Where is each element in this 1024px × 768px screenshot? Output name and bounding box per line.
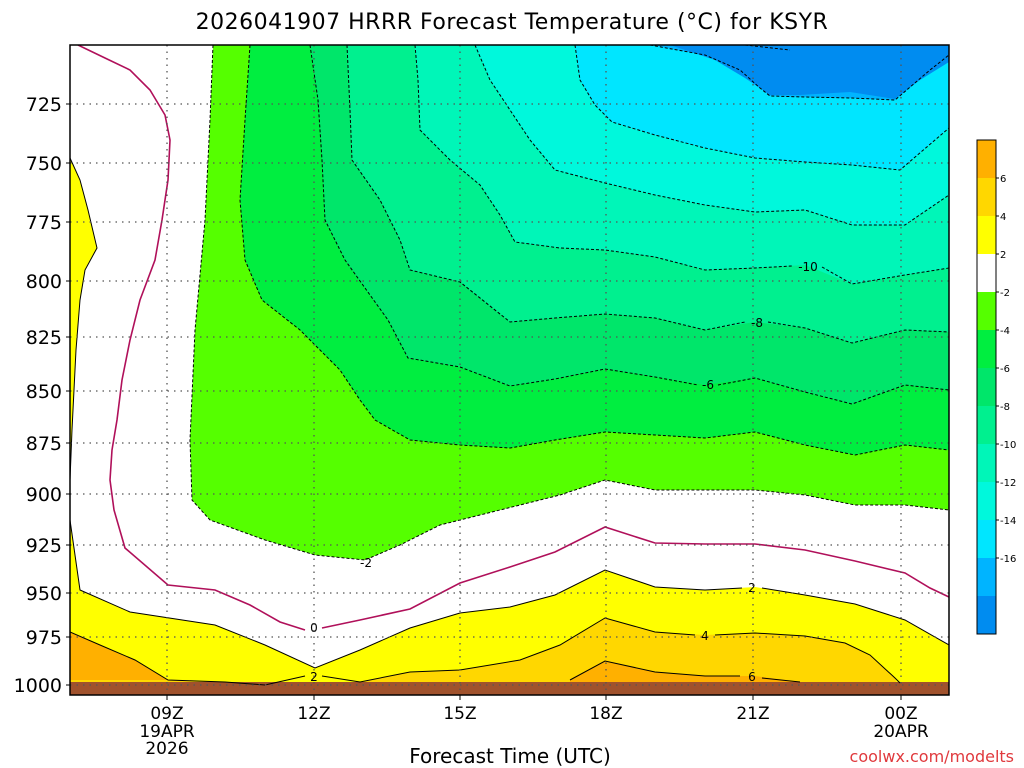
colorbar-label: -16 — [1000, 554, 1016, 565]
y-axis: 725 750 775 800 825 850 875 900 925 950 975 1000 — [14, 94, 70, 697]
colorbar-label: -14 — [1000, 516, 1016, 527]
x-tick-label: 00Z — [884, 704, 917, 724]
colorbar-swatch — [977, 482, 996, 520]
colorbar-swatch — [977, 368, 996, 406]
x-tick-label: 15Z — [443, 704, 476, 724]
x-axis-title: Forecast Time (UTC) — [409, 744, 611, 768]
contour-label-minus6: -6 — [702, 378, 714, 392]
colorbar-label: -4 — [1000, 326, 1010, 337]
colorbar-frame — [976, 139, 997, 635]
colorbar-swatch — [977, 520, 996, 558]
chart-title: 2026041907 HRRR Forecast Temperature (°C… — [196, 10, 829, 35]
colorbar-swatch — [977, 596, 996, 634]
contour-minus12 — [474, 45, 949, 226]
x-tick-sublabel: 20APR — [873, 722, 929, 742]
credit-text: coolwx.com/modelts — [850, 747, 1014, 766]
dashed-contours — [189, 45, 949, 561]
contour-minus16 — [649, 45, 949, 101]
colorbar-label: -8 — [1000, 402, 1010, 413]
colorbar-label: -2 — [1000, 288, 1010, 299]
y-tick-label: 875 — [26, 433, 62, 455]
contour-minus8 — [346, 45, 949, 344]
x-tick-label: 21Z — [736, 704, 769, 724]
contour-plus6 — [569, 660, 801, 683]
colorbar-swatch — [977, 558, 996, 596]
contour-freezing — [77, 45, 949, 631]
contour-minus2 — [189, 45, 949, 561]
x-tick-sublabel: 19APR — [139, 722, 195, 742]
x-tick-label: 12Z — [297, 704, 330, 724]
colorbar-swatch — [977, 406, 996, 444]
ground-band — [70, 682, 949, 695]
contour-label-minus10: -10 — [798, 260, 818, 274]
y-tick-label: 800 — [26, 271, 62, 293]
colorbar: 6 4 2 -2 -4 -6 -8 -10 -12 -14 -16 — [976, 139, 1016, 635]
x-tick-sublabel: 2026 — [145, 739, 188, 759]
x-tick-label: 18Z — [589, 704, 622, 724]
contour-label-6: 6 — [748, 670, 756, 684]
region-left-warm — [70, 158, 97, 480]
x-tick-label: 09Z — [150, 704, 183, 724]
gridlines — [70, 45, 949, 695]
y-tick-label: 825 — [26, 327, 62, 349]
plot-area: -10 -8 -6 -2 0 2 4 6 2 — [70, 45, 949, 695]
colorbar-label: -6 — [1000, 364, 1010, 375]
colorbar-label: 6 — [1000, 174, 1006, 185]
contour-minus6 — [309, 45, 949, 405]
contour-plus2 — [70, 519, 949, 669]
colorbar-swatch — [977, 254, 996, 292]
y-tick-label: 750 — [26, 153, 62, 175]
contour-minus10 — [414, 45, 949, 285]
colorbar-swatch — [977, 140, 996, 178]
colorbar-swatch — [977, 292, 996, 330]
y-tick-label: 925 — [26, 535, 62, 557]
contour-label-minus8: -8 — [751, 316, 763, 330]
colorbar-label: -10 — [1000, 440, 1016, 451]
y-tick-label: 900 — [26, 484, 62, 506]
colorbar-swatch — [977, 330, 996, 368]
contour-minus4 — [239, 45, 949, 456]
contour-label-2-right: 2 — [748, 581, 756, 595]
plot-frame — [69, 44, 950, 696]
y-tick-label: 950 — [26, 583, 62, 605]
y-tick-label: 975 — [26, 627, 62, 649]
colorbar-swatch — [977, 444, 996, 482]
contour-plus2-left — [70, 157, 98, 481]
region-below-minus18 — [670, 45, 949, 99]
contour-label-0: 0 — [310, 621, 318, 635]
y-tick-label: 775 — [26, 212, 62, 234]
colorbar-label: 2 — [1000, 250, 1006, 261]
colorbar-label: 4 — [1000, 212, 1006, 223]
region-6-plus-left — [70, 632, 168, 680]
y-tick-label: 850 — [26, 381, 62, 403]
y-tick-label: 1000 — [14, 675, 62, 697]
contour-label-4: 4 — [701, 629, 709, 643]
colorbar-swatch — [977, 178, 996, 216]
y-tick-label: 725 — [26, 94, 62, 116]
contour-minus14 — [574, 45, 949, 171]
colorbar-label: -12 — [1000, 478, 1016, 489]
contour-label-minus2: -2 — [360, 556, 372, 570]
colorbar-swatch — [977, 216, 996, 254]
